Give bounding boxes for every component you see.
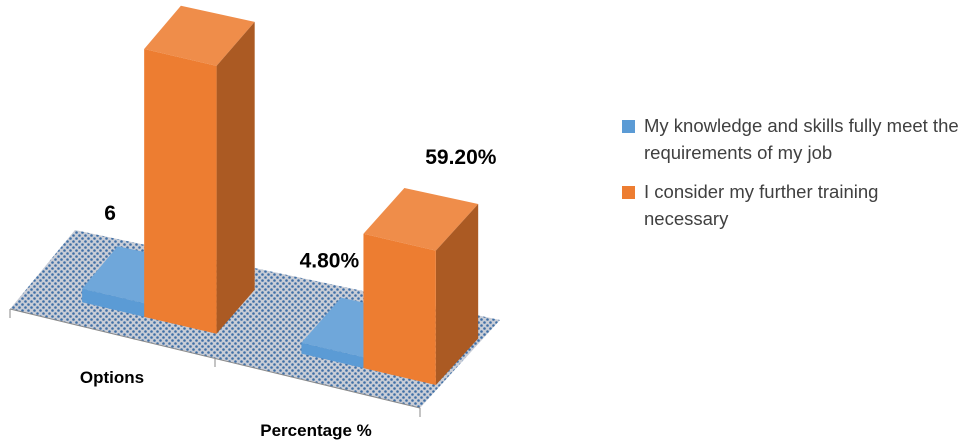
data-labels-layer: 6 118 4.80% 59.20% [104,0,497,273]
bar-blue-options-front [82,288,155,320]
bar-orange-options-side [216,21,255,334]
bar-orange-percentage-front [363,233,436,386]
category-label-options: Options [80,368,144,387]
legend-label: I consider my further training necessary [644,181,879,229]
bar-orange-percentage-side [435,204,479,386]
data-label: 118 [269,0,303,3]
legend-item-training: I consider my further training necessary [622,178,967,232]
data-label: 6 [104,202,116,225]
bar-blue-percentage-front [301,342,374,371]
chart-legend: My knowledge and skills fully meet the r… [622,112,967,244]
legend-swatch-blue [622,120,635,133]
bars-layer [82,5,479,386]
data-label: 59.20% [425,146,497,169]
legend-item-knowledge: My knowledge and skills fully meet the r… [622,112,967,166]
bar-orange-percentage-top [363,187,479,251]
bar-orange-options-front [144,48,217,334]
legend-label: My knowledge and skills fully meet the r… [644,115,959,163]
category-label-percentage: Percentage % [260,421,372,440]
legend-swatch-orange [622,186,635,199]
data-label: 4.80% [300,250,360,273]
bar-orange-options-top [144,5,255,66]
